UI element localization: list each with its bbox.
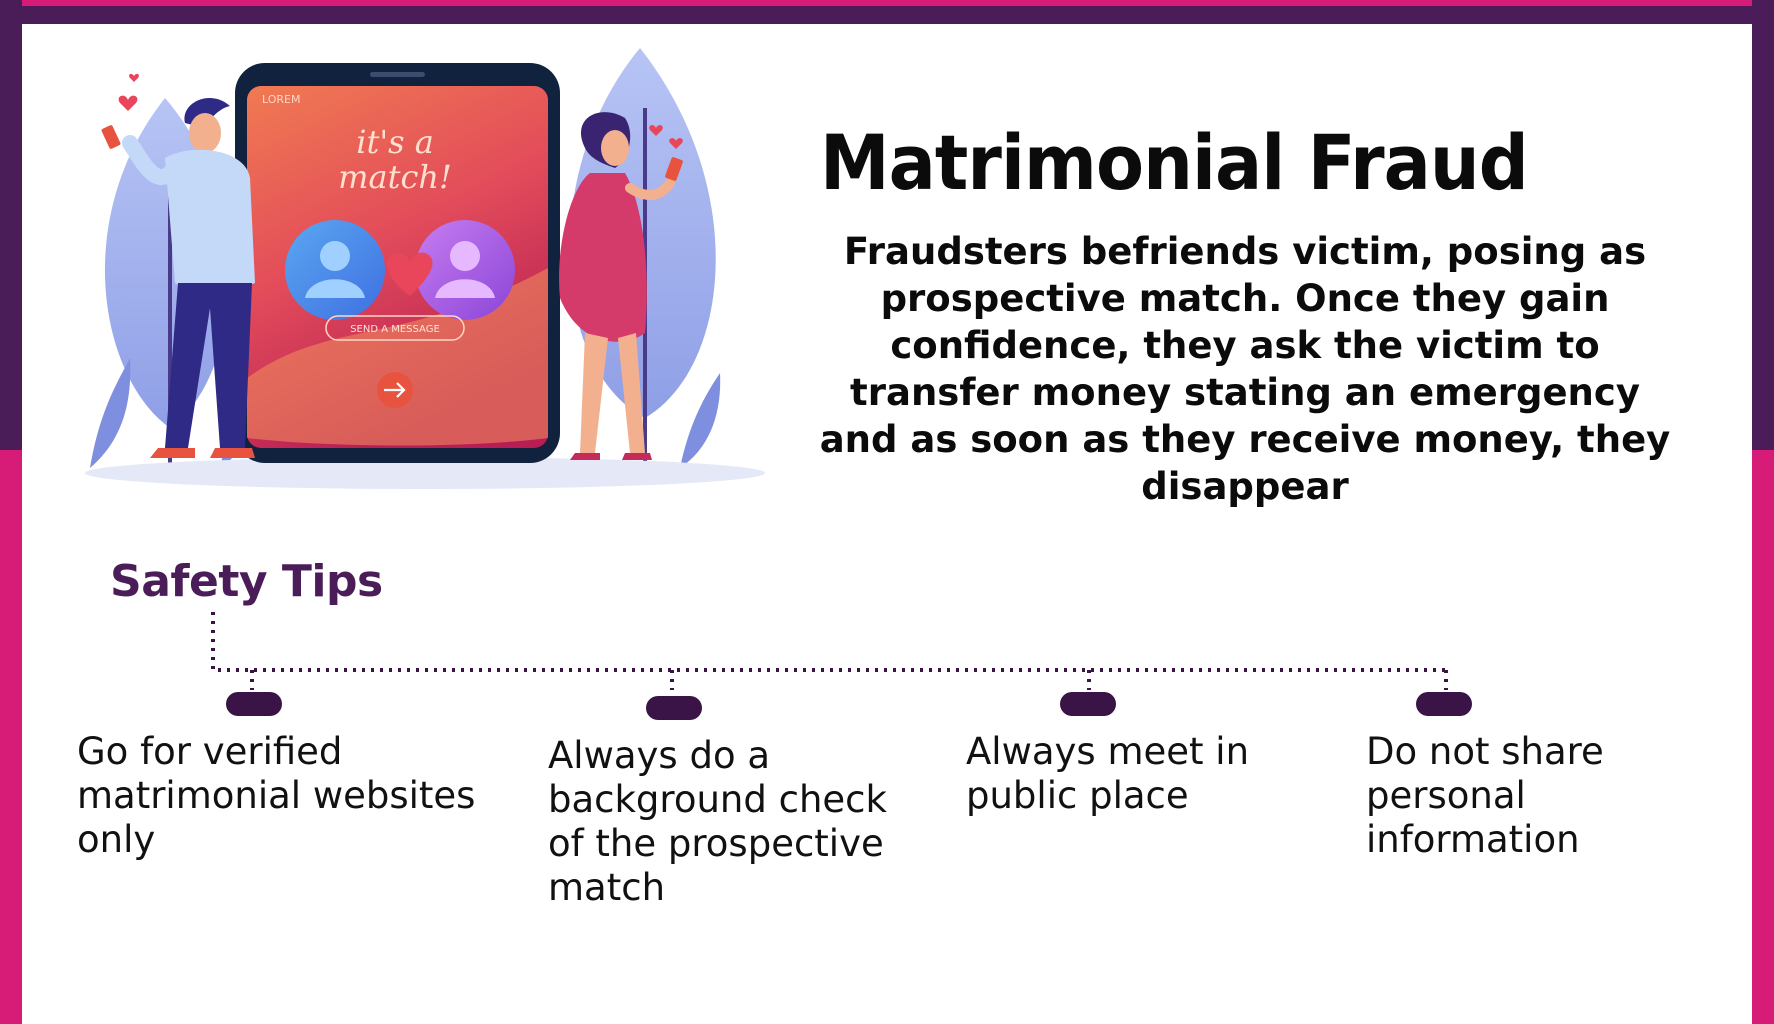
phone: LOREM it's a match! SEND A MESSAGE (235, 63, 560, 463)
safety-tip: Do not share personal information (1366, 730, 1604, 861)
frame-left-border-lower (0, 450, 22, 1024)
safety-tip: Always meet in public place (966, 730, 1250, 817)
send-message-label: SEND A MESSAGE (350, 324, 440, 335)
match-text-line1: it's a (356, 123, 434, 161)
frame-top-border (0, 0, 1774, 24)
fraud-description: Fraudsters befriends victim, posing as p… (819, 230, 1671, 508)
send-message-button (325, 315, 465, 341)
dating-app-illustration: LOREM it's a match! SEND A MESSAGE (85, 48, 765, 489)
page-title: Matrimonial Fraud (820, 118, 1529, 207)
woman-figure-icon (559, 112, 683, 460)
tip-bullet (1416, 692, 1472, 716)
safety-tip: Go for verified matrimonial websites onl… (77, 730, 476, 861)
safety-tips-heading: Safety Tips (110, 556, 383, 607)
frame-right-border (1752, 0, 1774, 450)
frame-right-border-lower (1752, 450, 1774, 1024)
man-figure-icon (101, 73, 255, 458)
phone-status-text: LOREM (262, 93, 300, 106)
tip-bullet (226, 692, 282, 716)
tip-bullet (646, 696, 702, 720)
connector-line (211, 612, 1446, 672)
frame-left-border (0, 0, 22, 450)
safety-tip: Always do a background check of the pros… (548, 734, 887, 909)
heart-icon (386, 252, 433, 296)
match-text-line2: match! (338, 158, 452, 196)
tip-bullet (1060, 692, 1116, 716)
